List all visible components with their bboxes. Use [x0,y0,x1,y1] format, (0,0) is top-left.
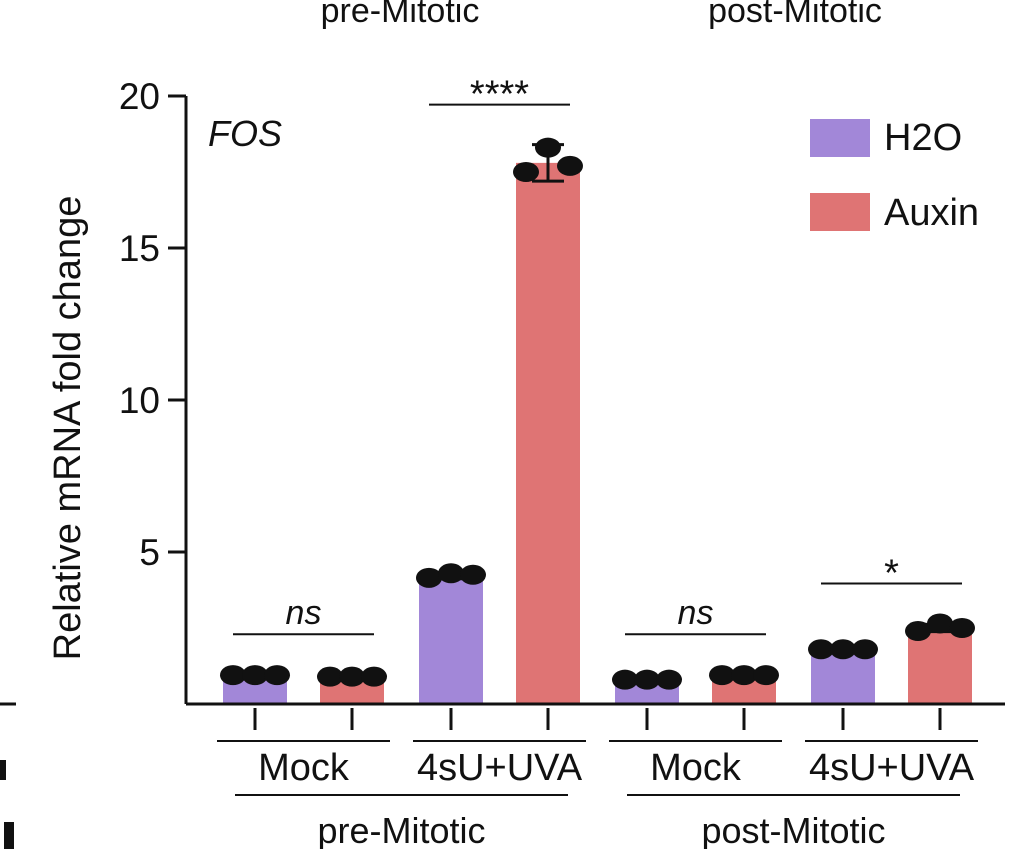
legend-swatch-auxin [810,193,870,231]
data-point [852,639,878,660]
axes-layer: 5 10 15 20 [119,76,1005,730]
data-point [361,666,387,687]
data-point [753,665,779,686]
data-point [242,665,268,686]
y-tick-label: 5 [139,532,160,573]
significance-annotation: ns [625,594,766,636]
gene-label: FOS [208,113,282,154]
x-category-label: Mock [258,747,350,789]
data-point [438,563,464,584]
data-point [513,162,539,182]
data-point [656,669,682,690]
significance-label: * [884,552,899,594]
data-point [317,666,343,687]
significance-annotation: * [821,552,962,594]
data-point [557,155,583,176]
legend-swatch-h2o [810,119,870,157]
legend-label-h2o: H2O [884,117,962,159]
data-point [905,621,931,642]
y-tick-label: 10 [119,380,160,421]
crop-mark [0,760,6,780]
top-label-pre-mitotic: pre-Mitotic [321,0,480,30]
y-tick-label: 15 [119,228,160,269]
x-category-label: Mock [650,747,742,789]
data-point [416,567,442,588]
crop-mark [4,822,14,849]
significance-label: **** [470,74,529,116]
annotation-layer: ns **** ns * [233,74,962,636]
data-point [709,665,735,686]
x-category-label: 4sU+UVA [809,747,975,789]
data-point [264,665,290,686]
significance-annotation: **** [429,74,570,116]
data-point [927,613,953,634]
data-point [220,665,246,686]
data-point [949,618,975,638]
x-category-label: 4sU+UVA [417,747,583,789]
data-point [612,669,638,690]
data-point [460,564,486,585]
legend: H2O Auxin [810,117,979,234]
data-point [339,666,365,687]
data-point [808,639,834,660]
phase-label: post-Mitotic [701,810,885,849]
significance-annotation: ns [233,594,374,636]
y-axis-label: Relative mRNA fold change [47,196,89,661]
data-point [731,665,757,686]
bar-auxin-2 [516,162,580,704]
significance-label: ns [678,594,714,632]
data-point [535,137,561,158]
significance-label: ns [286,594,322,632]
y-tick-label: 20 [119,76,160,117]
data-point [634,669,660,690]
bars-layer [220,137,975,704]
x-label-layer: Mock 4sU+UVA Mock 4sU+UVA pre-Mitotic post-Mi… [217,740,978,849]
data-point [830,639,856,660]
phase-label: pre-Mitotic [317,810,485,849]
top-label-post-mitotic: post-Mitotic [708,0,882,30]
legend-label-auxin: Auxin [884,192,979,234]
bar-h2o-2 [419,576,483,704]
